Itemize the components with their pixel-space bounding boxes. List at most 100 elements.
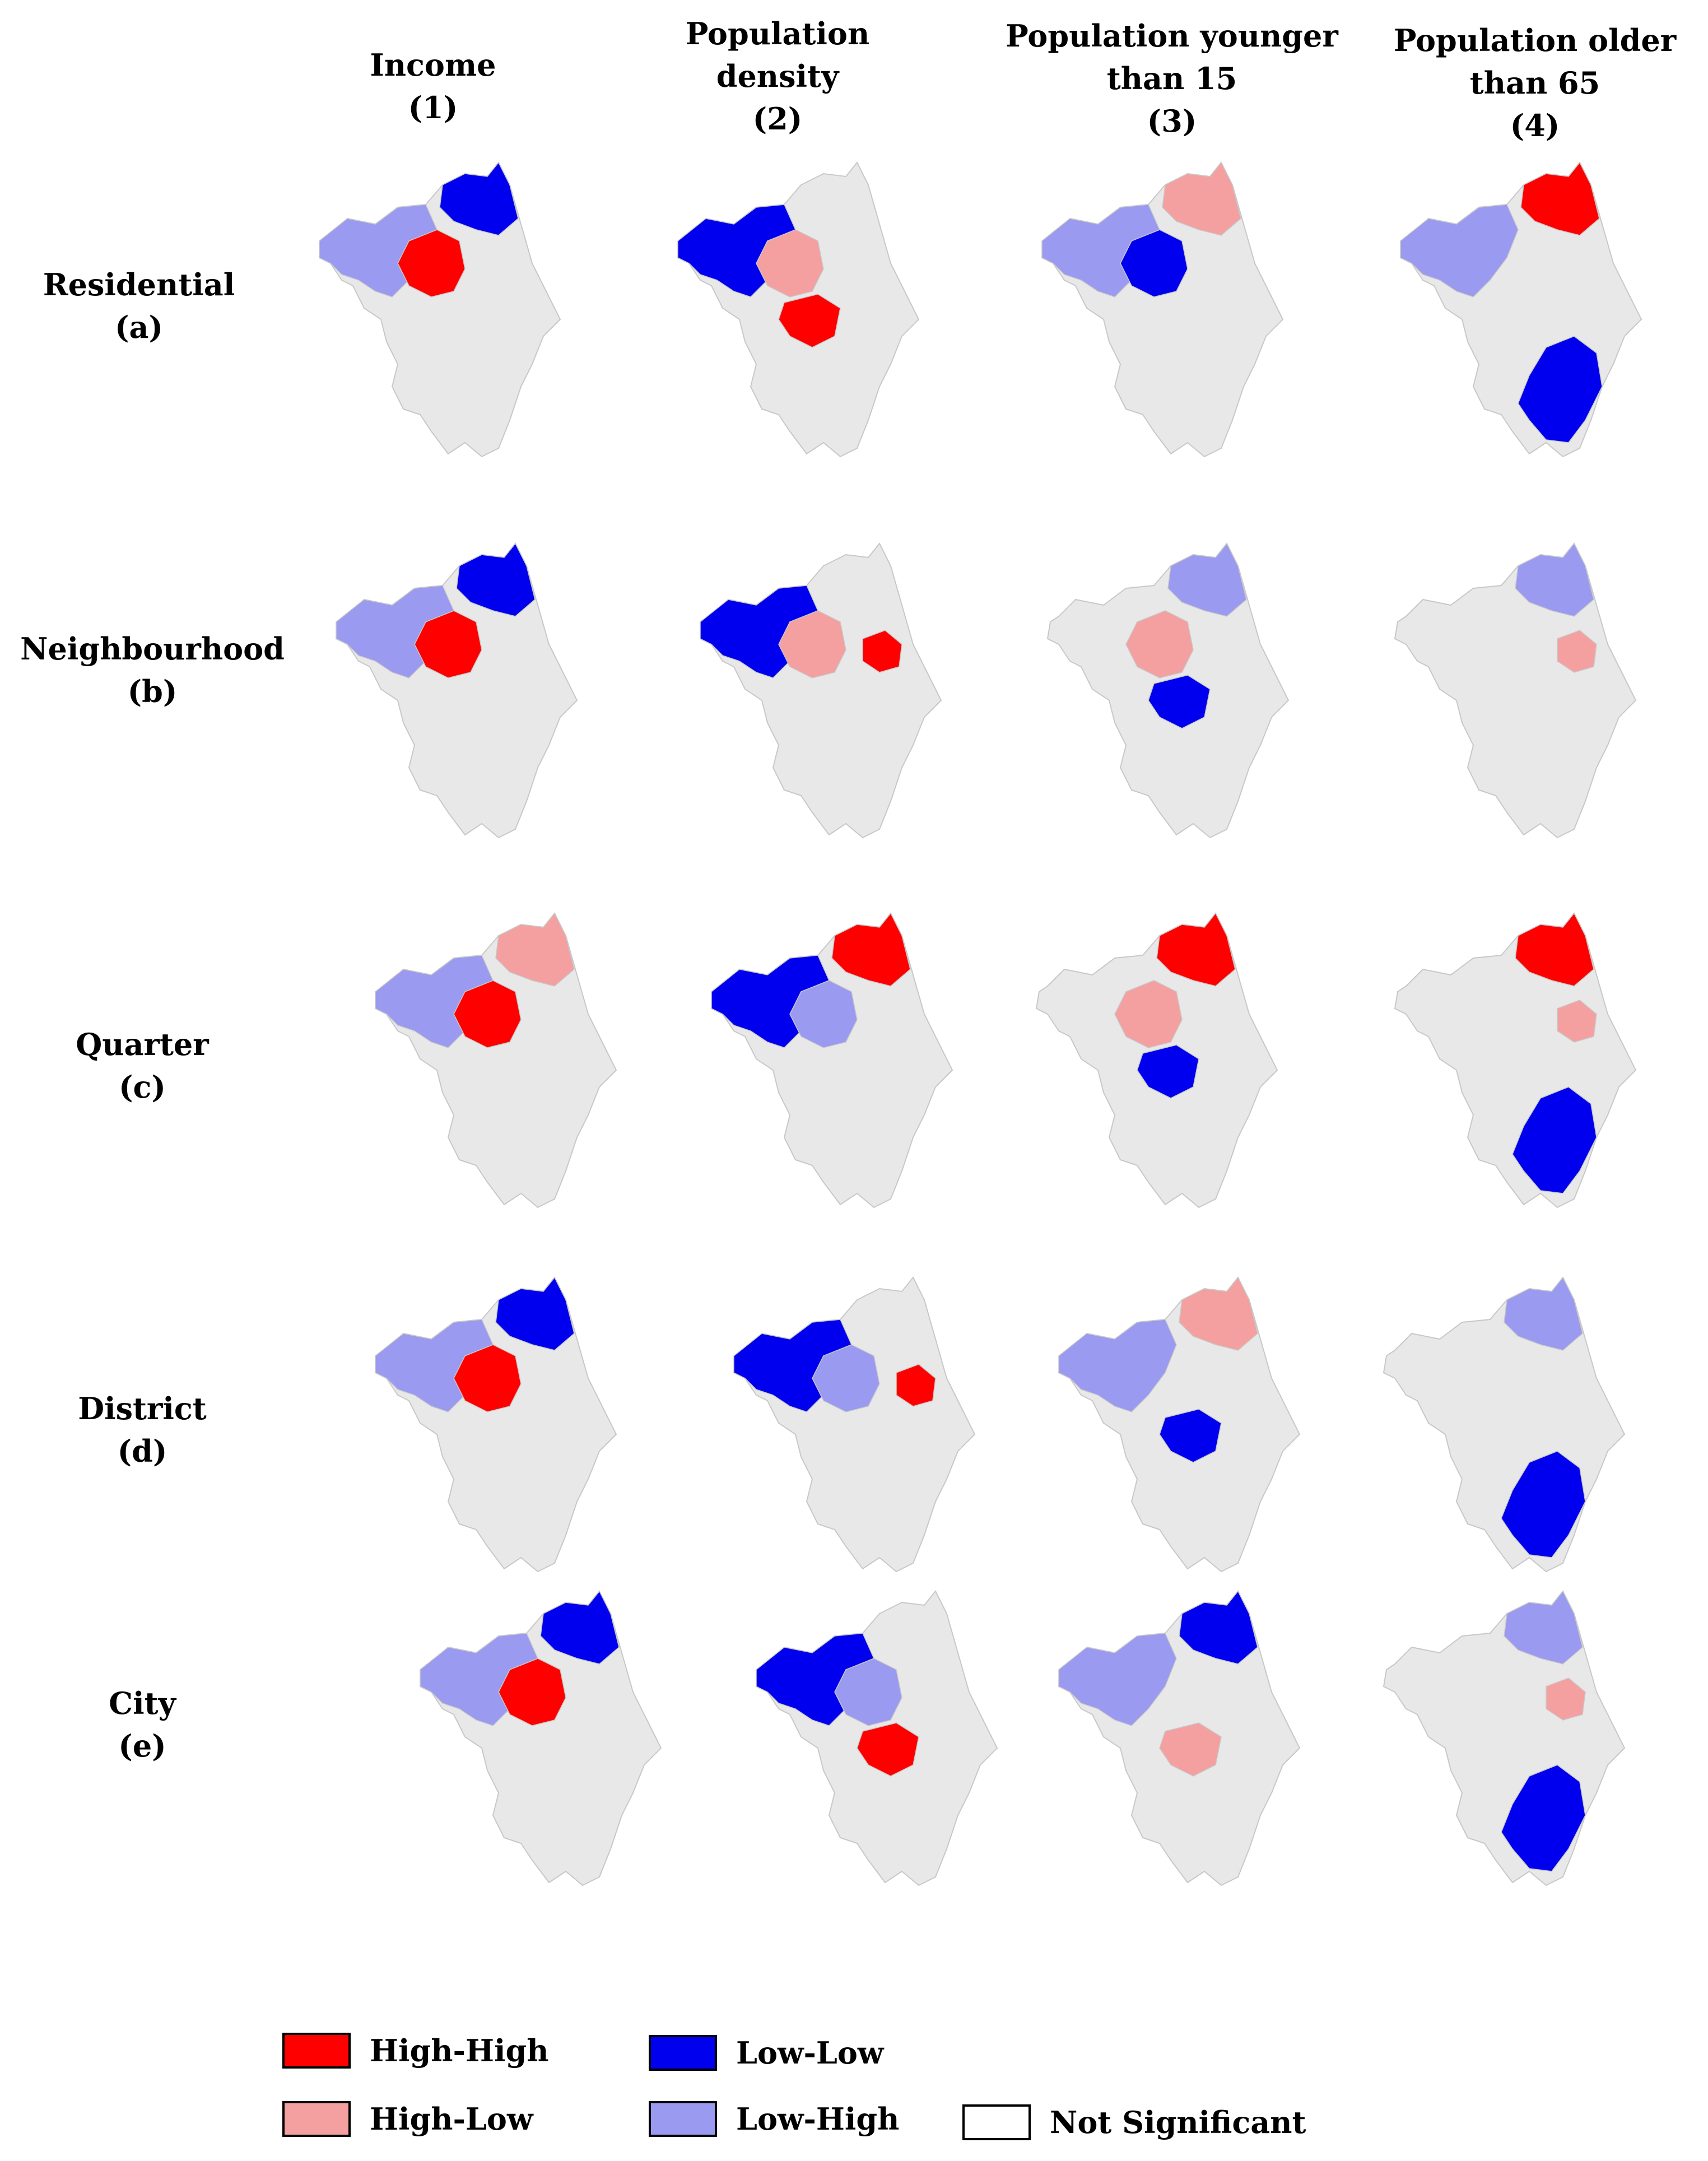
cluster-northwest-low_high — [1058, 1319, 1177, 1412]
map-b2 — [661, 532, 975, 846]
cluster-north-low_high — [1504, 1276, 1583, 1351]
map-svg-d3 — [1058, 1276, 1301, 1573]
cluster-center-high_low — [778, 610, 846, 678]
map-a3 — [1003, 151, 1316, 465]
cluster-north-high_high — [1515, 912, 1594, 987]
cluster-center-low_high — [834, 1658, 902, 1726]
cluster-coast-low_low — [1501, 1764, 1586, 1872]
map-d3 — [1020, 1266, 1333, 1580]
cluster-center-high_low — [756, 229, 824, 298]
cluster-southcenter-high_low — [1159, 1722, 1222, 1777]
cluster-north-low_low — [495, 1276, 575, 1351]
cluster-center-high_high — [453, 1344, 522, 1412]
legend-swatch-not-significant — [962, 2104, 1031, 2140]
map-svg-e4 — [1383, 1590, 1626, 1886]
row-header-residential: Residential (a) — [43, 267, 235, 345]
map-svg-e3 — [1058, 1590, 1301, 1886]
legend-high-high: High-High — [282, 2033, 549, 2069]
cluster-east-high_low — [1557, 630, 1597, 673]
cluster-north-low_low — [439, 161, 519, 236]
cluster-southcenter-low_low — [1159, 1409, 1222, 1463]
cluster-southcenter-low_low — [1137, 1044, 1199, 1099]
map-svg-c2 — [710, 912, 953, 1209]
map-svg-d1 — [374, 1276, 617, 1573]
map-e1 — [381, 1580, 695, 1894]
map-svg-a2 — [677, 161, 920, 458]
map-c1 — [336, 902, 650, 1216]
cluster-coast-low_low — [1512, 1086, 1597, 1194]
map-svg-a4 — [1399, 161, 1642, 458]
legend-label-low-low: Low-Low — [736, 2035, 884, 2071]
cluster-east-high_high — [862, 630, 902, 673]
map-d1 — [336, 1266, 650, 1580]
cluster-east-high_low — [1546, 1677, 1586, 1721]
cluster-east-high_high — [896, 1364, 936, 1407]
column-header-younger-than-15: Population younger than 15 (3) — [1006, 18, 1338, 139]
map-b1 — [297, 532, 611, 846]
cluster-center-high_low — [1114, 980, 1183, 1048]
cluster-northwest-low_high — [1058, 1633, 1177, 1726]
legend-label-high-high: High-High — [370, 2033, 549, 2069]
cluster-north-low_high — [1167, 542, 1247, 617]
cluster-center-high_high — [397, 229, 466, 298]
row-header-quarter: Quarter (c) — [76, 1026, 209, 1105]
legend-swatch-high-high — [282, 2033, 351, 2069]
cluster-southcenter-high_high — [778, 294, 841, 348]
map-e2 — [717, 1580, 1031, 1894]
cluster-north-high_high — [1520, 161, 1600, 236]
map-b3 — [1008, 532, 1322, 846]
legend-swatch-low-low — [649, 2035, 717, 2071]
cluster-northwest-low_high — [1400, 204, 1519, 298]
cluster-north-high_low — [1179, 1276, 1258, 1351]
cluster-southcenter-high_high — [857, 1722, 919, 1777]
cluster-center-low_high — [789, 980, 858, 1048]
legend-not-significant: Not Significant — [962, 2104, 1306, 2140]
cluster-east-high_low — [1557, 1000, 1597, 1043]
cluster-north-high_high — [1156, 912, 1236, 987]
map-a1 — [280, 151, 594, 465]
map-b4 — [1356, 532, 1669, 846]
column-header-population-density: Population density (2) — [685, 16, 870, 137]
legend-label-not-significant: Not Significant — [1050, 2104, 1306, 2140]
cluster-north-low_low — [456, 542, 536, 617]
cluster-north-low_low — [540, 1590, 620, 1665]
cluster-center-low_high — [812, 1344, 880, 1412]
map-svg-a3 — [1041, 161, 1284, 458]
legend-label-low-high: Low-High — [736, 2101, 900, 2137]
row-header-neighbourhood: Neighbourhood (b) — [20, 631, 285, 709]
map-a2 — [639, 151, 952, 465]
legend-low-high: Low-High — [649, 2101, 899, 2137]
map-a4 — [1361, 151, 1675, 465]
legend-swatch-high-low — [282, 2101, 351, 2137]
city-outline — [699, 542, 942, 839]
map-svg-b3 — [1046, 542, 1290, 839]
map-e3 — [1020, 1580, 1333, 1894]
cluster-center-low_low — [1120, 229, 1188, 298]
row-header-district: District (d) — [78, 1391, 207, 1469]
map-svg-d2 — [733, 1276, 976, 1573]
map-c4 — [1356, 902, 1669, 1216]
legend-high-low: High-Low — [282, 2101, 533, 2137]
cluster-center-high_high — [453, 980, 522, 1048]
cluster-southcenter-low_low — [1148, 675, 1211, 729]
cluster-coast-low_low — [1501, 1451, 1586, 1558]
column-header-income: Income (1) — [370, 47, 496, 126]
map-e4 — [1344, 1580, 1658, 1894]
map-svg-c1 — [374, 912, 617, 1209]
map-svg-b2 — [699, 542, 942, 839]
map-c2 — [672, 902, 986, 1216]
cluster-center-high_high — [414, 610, 482, 678]
city-outline — [733, 1276, 976, 1573]
map-svg-c3 — [1035, 912, 1278, 1209]
map-svg-e1 — [419, 1590, 662, 1886]
cluster-north-low_low — [1179, 1590, 1258, 1665]
cluster-center-high_high — [498, 1658, 566, 1726]
map-c3 — [997, 902, 1311, 1216]
legend-label-high-low: High-Low — [370, 2101, 533, 2137]
cluster-north-low_high — [1515, 542, 1594, 617]
cluster-north-high_high — [831, 912, 911, 987]
map-svg-d4 — [1383, 1276, 1626, 1573]
map-svg-b4 — [1394, 542, 1637, 839]
cluster-coast-low_low — [1518, 336, 1603, 443]
legend-low-low: Low-Low — [649, 2035, 883, 2071]
